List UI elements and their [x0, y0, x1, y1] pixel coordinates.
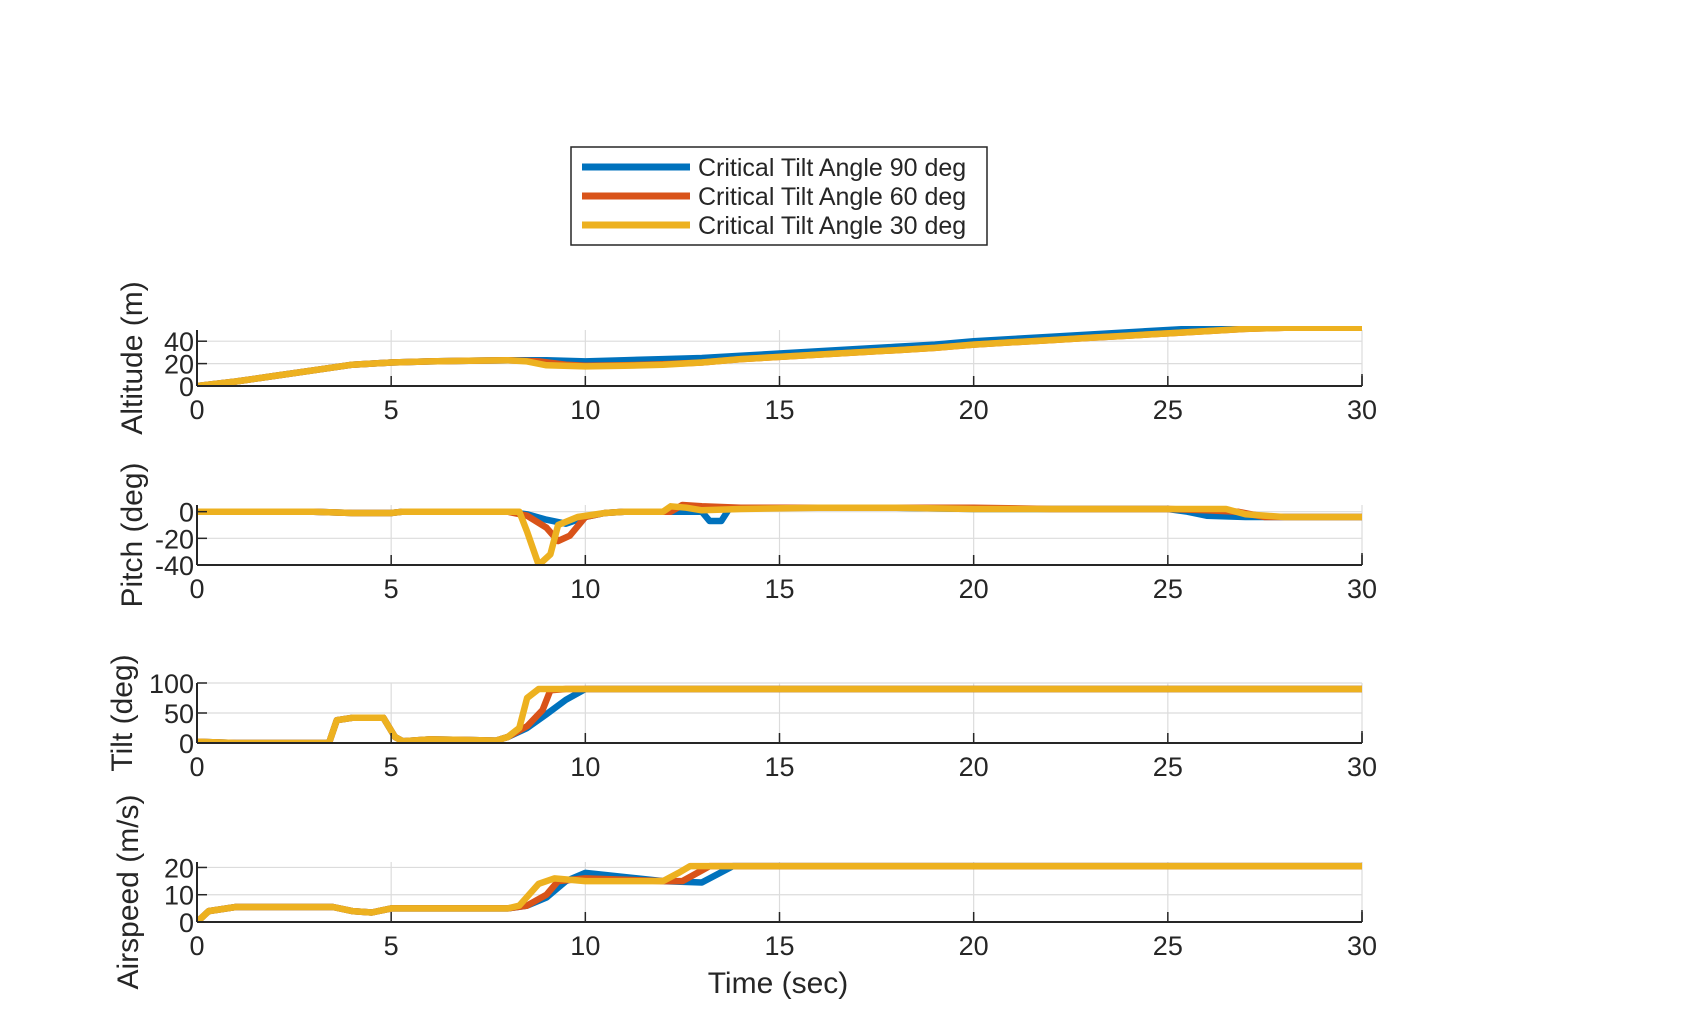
series-line-3 [197, 685, 1362, 743]
legend-label-1: Critical Tilt Angle 90 deg [698, 154, 966, 182]
x-tick-label: 30 [1347, 395, 1377, 425]
y-tick-label: 10 [164, 881, 194, 911]
x-tick-label: 25 [1153, 752, 1183, 782]
x-tick-label: 0 [189, 752, 204, 782]
series-line-3 [197, 326, 1362, 386]
x-tick-label: 15 [764, 395, 794, 425]
x-tick-label: 0 [189, 931, 204, 961]
legend-entry-2[interactable]: Critical Tilt Angle 60 deg [582, 183, 966, 211]
y-tick-label: 20 [164, 853, 194, 883]
y-tick-label: 50 [164, 699, 194, 729]
y-tick-label: 0 [179, 372, 194, 402]
y-axis-label: Pitch (deg) [116, 462, 149, 607]
x-tick-label: 25 [1153, 395, 1183, 425]
x-tick-label: 20 [959, 752, 989, 782]
y-tick-label: -20 [155, 524, 194, 554]
x-tick-label: 10 [570, 752, 600, 782]
x-tick-label: 5 [384, 931, 399, 961]
y-tick-label: 20 [164, 350, 194, 380]
legend-entry-3[interactable]: Critical Tilt Angle 30 deg [582, 212, 966, 240]
legend-entry-1[interactable]: Critical Tilt Angle 90 deg [582, 154, 966, 182]
y-axis-label: Tilt (deg) [106, 654, 139, 771]
x-tick-label: 25 [1153, 574, 1183, 604]
x-tick-label: 10 [570, 931, 600, 961]
legend-label-3: Critical Tilt Angle 30 deg [698, 212, 966, 240]
x-tick-label: 0 [189, 395, 204, 425]
series-line-3 [197, 503, 1362, 565]
x-tick-label: 20 [959, 395, 989, 425]
x-tick-label: 15 [764, 931, 794, 961]
x-tick-label: 10 [570, 574, 600, 604]
x-tick-label: 5 [384, 574, 399, 604]
legend[interactable]: Critical Tilt Angle 90 deg Critical Tilt… [570, 146, 988, 246]
x-tick-label: 30 [1347, 752, 1377, 782]
y-tick-label: 40 [164, 327, 194, 357]
x-tick-label: 5 [384, 752, 399, 782]
y-tick-label: 0 [179, 498, 194, 528]
y-tick-label: 0 [179, 908, 194, 938]
x-tick-label: 30 [1347, 931, 1377, 961]
series-line-3 [197, 862, 1362, 922]
legend-label-2: Critical Tilt Angle 60 deg [698, 183, 966, 211]
y-tick-label: 100 [149, 669, 194, 699]
y-axis-label: Altitude (m) [116, 281, 149, 434]
x-tick-label: 0 [189, 574, 204, 604]
x-tick-label: 15 [764, 752, 794, 782]
x-tick-label: 5 [384, 395, 399, 425]
y-axis-label: Airspeed (m/s) [112, 794, 145, 989]
x-tick-label: 15 [764, 574, 794, 604]
x-axis-label: Time (sec) [708, 967, 849, 1000]
x-tick-label: 30 [1347, 574, 1377, 604]
x-tick-label: 25 [1153, 931, 1183, 961]
x-tick-label: 20 [959, 931, 989, 961]
x-tick-label: 20 [959, 574, 989, 604]
y-tick-label: -40 [155, 551, 194, 581]
x-tick-label: 10 [570, 395, 600, 425]
y-tick-label: 0 [179, 729, 194, 759]
